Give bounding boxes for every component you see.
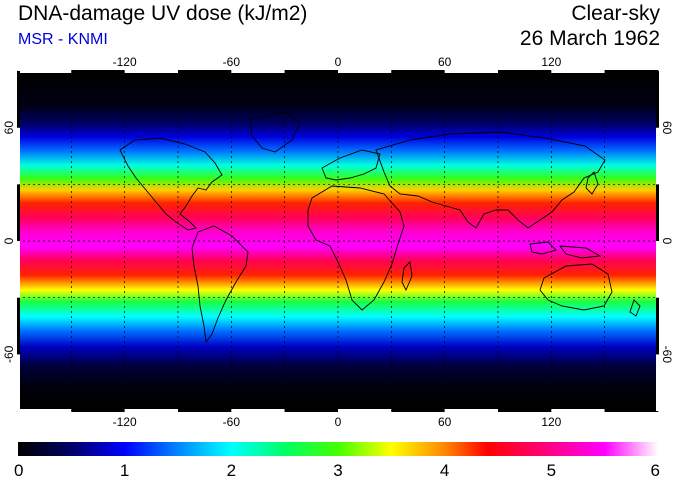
frame-bar-top xyxy=(444,70,498,73)
frame-bar-bottom xyxy=(71,409,125,412)
lon-tick-label-bottom: -60 xyxy=(223,415,241,429)
coastline-greenland xyxy=(249,111,301,153)
lon-tick-label-top: -60 xyxy=(223,55,241,69)
colorbar-tick-label: 2 xyxy=(227,461,236,480)
frame-bar-bottom xyxy=(498,409,552,412)
lon-tick-label-top: -120 xyxy=(113,55,137,69)
date-label: 26 March 1962 xyxy=(519,27,660,50)
colorbar-tick-label: 3 xyxy=(333,461,342,480)
coastline-indonesia xyxy=(529,241,602,259)
lon-tick-label-bottom: 60 xyxy=(438,415,452,429)
coastline-madagascar xyxy=(401,261,413,292)
frame-bar-right xyxy=(656,354,659,411)
frame-bar-right xyxy=(656,127,659,185)
frame-bar-top xyxy=(124,70,178,73)
frame-bar-top xyxy=(604,70,658,73)
axis-ticks: -120 -120 -60 -60 0 0 60 60 120 120 -60 -60 0 0 60 60 xyxy=(2,55,674,429)
lon-tick-label-top: 0 xyxy=(335,55,342,69)
lat-tick-label-left: -60 xyxy=(2,345,16,363)
source-label: MSR - KNMI xyxy=(18,31,108,48)
frame-bar-top xyxy=(551,70,605,73)
frame-bar-top xyxy=(178,70,232,73)
frame-bar-right xyxy=(656,71,659,128)
frame-bar-bottom xyxy=(604,409,658,412)
lon-tick-label-bottom: 120 xyxy=(541,415,561,429)
frame-bar-top xyxy=(284,70,338,73)
colorbar-ticks: 0 1 2 3 4 5 6 xyxy=(14,461,660,480)
frame-bar-left xyxy=(17,184,20,241)
frame-bar-left xyxy=(17,71,20,128)
colorbar: 0 1 2 3 4 5 6 xyxy=(14,442,660,480)
lon-tick-label-bottom: -120 xyxy=(113,415,137,429)
frame-bar-top xyxy=(391,70,445,73)
lat-tick-label-right: -60 xyxy=(660,346,674,364)
graticule xyxy=(18,71,658,411)
lat-tick-label-right: 60 xyxy=(660,121,674,135)
colorbar-tick-label: 1 xyxy=(120,461,129,480)
frame-bar-bottom xyxy=(444,409,498,412)
lat-tick-label-left: 0 xyxy=(2,237,16,244)
lon-tick-label-top: 120 xyxy=(541,55,561,69)
frame-bar-top xyxy=(18,70,72,73)
frame-bar-top xyxy=(231,70,285,73)
frame-bar-left xyxy=(17,354,20,411)
frame-bar-bottom xyxy=(124,409,178,412)
sky-condition-label: Clear-sky xyxy=(571,2,660,25)
frame-bar-left xyxy=(17,297,20,355)
frame-bar-bottom xyxy=(551,409,605,412)
map-title: DNA-damage UV dose (kJ/m2) xyxy=(18,2,308,25)
coastline-europe xyxy=(321,149,381,181)
frame-bar-bottom xyxy=(231,409,285,412)
colorbar-tick-label: 5 xyxy=(547,461,556,480)
coastline-asia xyxy=(375,131,606,229)
coastline-japan xyxy=(585,171,599,195)
frame-bar-bottom xyxy=(178,409,232,412)
colorbar-gradient xyxy=(18,442,658,456)
frame-bar-bottom xyxy=(18,409,72,412)
coastlines xyxy=(119,111,641,344)
frame-bar-left xyxy=(17,241,20,298)
lon-tick-label-bottom: 0 xyxy=(335,415,342,429)
frame-bar-right xyxy=(656,297,659,355)
lat-tick-label-right: 0 xyxy=(660,238,674,245)
uv-dose-map: -120 -120 -60 -60 0 0 60 60 120 120 -60 -60 0 0 60 60 xyxy=(2,55,674,429)
coastline-south-america xyxy=(191,225,249,344)
frame-bar-right xyxy=(656,184,659,241)
frame-bar-left xyxy=(17,127,20,185)
coastline-new-zealand xyxy=(629,299,641,317)
colorbar-tick-label: 6 xyxy=(651,461,660,480)
frame-bar-top xyxy=(498,70,552,73)
coastline-australia xyxy=(539,263,613,311)
frame-bar-top xyxy=(71,70,125,73)
coastline-north-america xyxy=(119,137,223,231)
colorbar-tick-label: 4 xyxy=(440,461,449,480)
lon-tick-label-top: 60 xyxy=(438,55,452,69)
colorbar-tick-label: 0 xyxy=(14,461,23,480)
frame-bar-bottom xyxy=(284,409,338,412)
frame-bar-bottom xyxy=(338,409,392,412)
frame-bar-right xyxy=(656,241,659,298)
frame-bar-bottom xyxy=(391,409,445,412)
coastline-africa xyxy=(307,185,405,311)
lat-tick-label-left: 60 xyxy=(2,121,16,135)
frame-bar-top xyxy=(338,70,392,73)
